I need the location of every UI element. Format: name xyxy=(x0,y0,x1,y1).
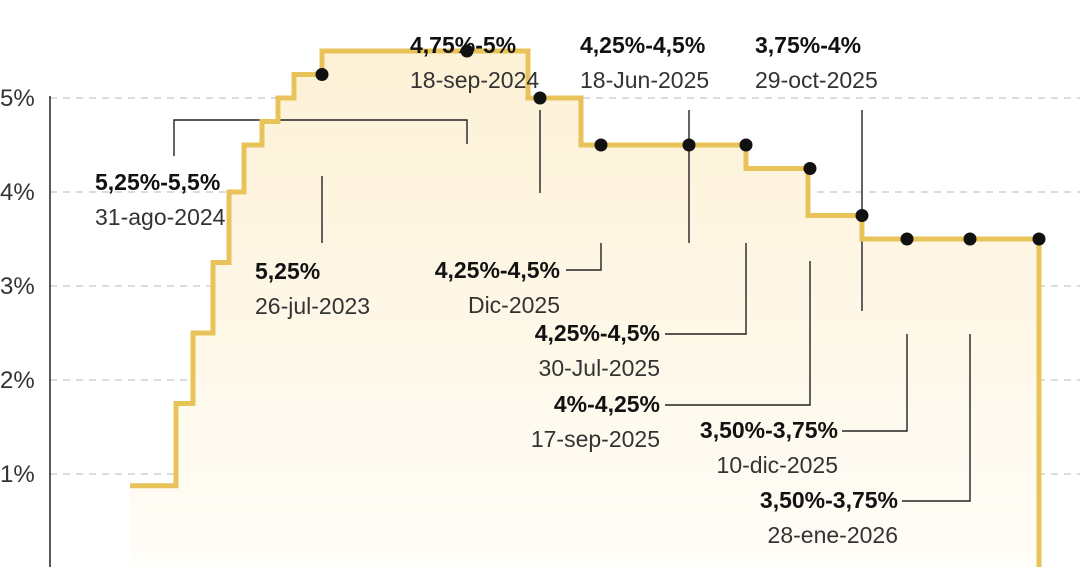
annotation-leader xyxy=(665,261,811,406)
rate-point-marker xyxy=(682,138,696,152)
annotation-rate: 3,50%-3,75% xyxy=(760,487,898,513)
y-tick-label: 2% xyxy=(0,367,35,394)
annotation-rate: 5,25%-5,5% xyxy=(95,169,220,195)
tick-layer: 1% 2% 3% 4% 5% xyxy=(0,85,35,488)
annotation-date: 31-ago-2024 xyxy=(95,204,226,230)
y-tick-label: 3% xyxy=(0,273,35,300)
annotation-date: 17-sep-2025 xyxy=(531,426,660,452)
rate-point-marker xyxy=(315,68,329,81)
annotation-rate: 5,25% xyxy=(255,258,320,284)
annotation-date: 10-dic-2025 xyxy=(717,452,838,478)
annotation-rate: 3,75%-4% xyxy=(755,32,861,58)
rate-point-marker xyxy=(594,138,608,152)
annotation-date: 30-Jul-2025 xyxy=(539,355,660,381)
annotation-rate: 4,25%-4,5% xyxy=(435,257,560,283)
annotation-rate: 4,75%-5% xyxy=(410,32,516,58)
annotation-rate: 3,50%-3,75% xyxy=(700,417,838,443)
area-fill xyxy=(130,51,1039,567)
annotation-leader xyxy=(842,334,908,432)
annotation-leader xyxy=(566,243,602,271)
annotation-date: 26-jul-2023 xyxy=(255,293,370,319)
annotation-rate: 4%-4,25% xyxy=(554,391,660,417)
annotation-date: 28-ene-2026 xyxy=(768,522,898,548)
label-layer: 5,25% 26-jul-2023 5,25%-5,5% 31-ago-2024 4,7… xyxy=(95,32,898,548)
rate-point-marker xyxy=(460,44,474,58)
annotation-leader xyxy=(902,334,971,502)
y-tick-label: 5% xyxy=(0,85,35,112)
y-tick-label: 4% xyxy=(0,179,35,206)
annotation-leader xyxy=(173,119,468,156)
annotation-rate: 4,25%-4,5% xyxy=(535,320,660,346)
marker-layer xyxy=(315,44,1046,246)
annotation-date: 18-Jun-2025 xyxy=(580,67,709,93)
annotation-leader xyxy=(665,243,747,335)
annotation-date: Dic-2025 xyxy=(468,292,560,318)
rate-point-marker xyxy=(855,209,869,222)
rate-point-marker xyxy=(739,138,753,152)
annotation-date: 29-oct-2025 xyxy=(755,67,878,93)
annotation-date: 18-sep-2024 xyxy=(410,67,539,93)
rate-point-marker xyxy=(1032,232,1046,246)
rate-point-marker xyxy=(803,162,817,175)
rate-point-marker xyxy=(963,232,977,246)
rate-point-marker xyxy=(900,232,914,246)
y-tick-label: 1% xyxy=(0,461,35,488)
rate-point-marker xyxy=(533,91,547,105)
annotation-rate: 4,25%-4,5% xyxy=(580,32,705,58)
